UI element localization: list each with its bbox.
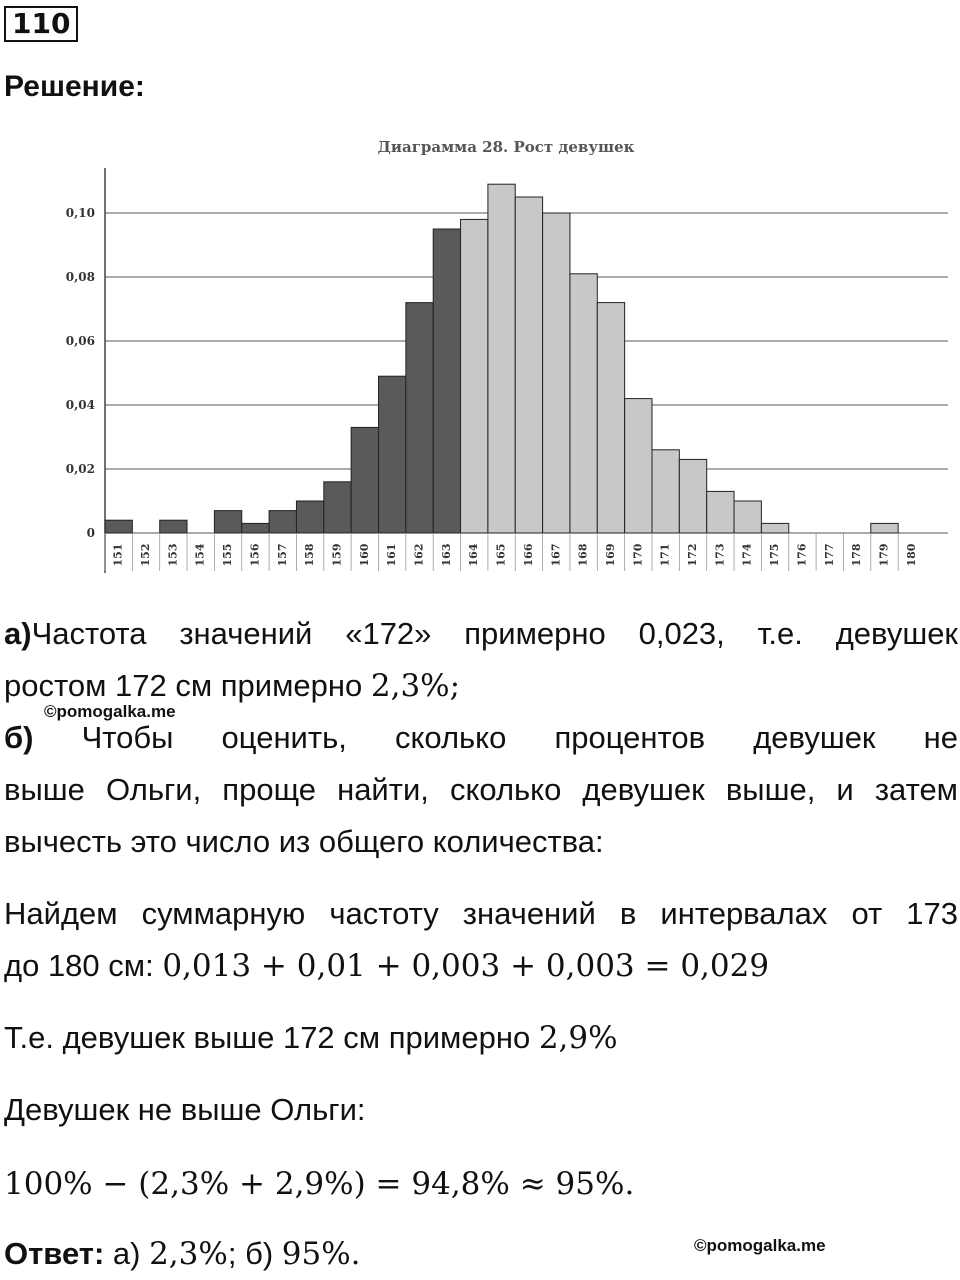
x-tick-label: 162	[413, 544, 426, 567]
x-tick-label: 168	[577, 543, 590, 566]
final-math-b: 95%.	[281, 1236, 361, 1272]
final-math-a: 2,3%	[149, 1236, 228, 1272]
answer-a-text2: ростом 172 см примерно	[4, 668, 371, 703]
answer-a-line1: а)Частота значений «172» примерно 0,023,…	[4, 608, 958, 660]
x-tick-label: 176	[795, 543, 808, 566]
bar-156	[241, 522, 270, 534]
sum-math: 0,013 + 0,01 + 0,003 + 0,003 = 0,029	[162, 948, 770, 984]
answer-b-line1: б) Чтобы оценить, сколько процентов деву…	[4, 712, 958, 764]
chart-y-ticks: 0 0,02 0,04 0,06 0,08 0,10	[66, 206, 95, 540]
bar-179	[870, 522, 899, 534]
bar-171	[651, 449, 680, 534]
final-text-a: а)	[104, 1236, 150, 1271]
x-tick-label: 159	[330, 544, 343, 567]
x-tick-label: 177	[823, 544, 836, 567]
y-tick-label: 0,06	[66, 334, 95, 348]
above-172-math: 2,9%	[538, 1020, 618, 1056]
x-tick-label: 166	[522, 543, 535, 566]
watermark-bottom: ©pomogalka.me	[694, 1236, 826, 1255]
answer-b-line2: выше Ольги, проще найти, сколько девушек…	[4, 772, 958, 807]
x-tick-label: 170	[631, 543, 644, 566]
x-tick-label: 154	[194, 543, 207, 566]
above-172-text: Т.е. девушек выше 172 см примерно	[4, 1020, 539, 1055]
x-tick-label: 152	[139, 544, 152, 567]
answer-b-text1: Чтобы оценить, сколько процентов девушек…	[81, 720, 958, 755]
answer-a-label: а)	[4, 616, 32, 651]
height-histogram-chart: Диаграмма 28. Рост девушек 0 0,02 0,04 0,06…	[66, 138, 948, 573]
x-tick-label: 164	[467, 543, 480, 566]
chart-x-ticks: 151 152 153 154 155 156 157 158 159 160 161 162 163 1…	[104, 533, 918, 571]
result-formula: 100% − (2,3% + 2,9%) = 94,8% ≈ 95%.	[4, 1166, 635, 1202]
bar-161	[378, 375, 407, 534]
chart-bars	[104, 183, 899, 534]
x-tick-label: 180	[905, 543, 918, 566]
problem-number: 110	[4, 6, 79, 42]
y-tick-label: 0,02	[66, 462, 95, 476]
bar-159	[323, 481, 352, 534]
x-tick-label: 171	[659, 544, 672, 567]
answer-b-line3: вычесть это число из общего количества:	[4, 824, 604, 859]
x-tick-label: 158	[303, 543, 316, 566]
final-sep: ; б)	[227, 1236, 282, 1271]
bar-172	[678, 458, 708, 534]
y-tick-label: 0,10	[66, 206, 95, 220]
x-tick-label: 165	[495, 544, 508, 567]
x-tick-label: 179	[877, 544, 890, 567]
sum-text2: до 180 см:	[4, 948, 163, 983]
x-tick-label: 157	[276, 544, 289, 567]
bar-167	[542, 212, 571, 534]
bar-174	[733, 500, 762, 534]
x-tick-label: 172	[686, 544, 699, 567]
bar-158	[295, 500, 325, 534]
solution-heading: Решение:	[4, 70, 145, 103]
x-tick-label: 175	[768, 544, 781, 567]
answer-b-label: б)	[4, 720, 34, 755]
bar-153	[159, 519, 188, 534]
answer-a-math: 2,3%;	[370, 668, 461, 704]
bar-169	[596, 302, 626, 534]
bar-160	[350, 426, 379, 534]
bar-166	[514, 196, 544, 534]
x-tick-label: 167	[549, 544, 562, 567]
x-tick-label: 155	[221, 544, 234, 567]
x-tick-label: 163	[440, 544, 453, 567]
sum-line2: до 180 см: 0,013 + 0,01 + 0,003 + 0,003 …	[4, 940, 958, 992]
bar-168	[569, 273, 598, 534]
final-answer: Ответ: а) 2,3%; б) 95%.	[4, 1228, 958, 1280]
bar-175	[760, 522, 790, 534]
bar-155	[213, 510, 243, 534]
y-tick-label: 0,04	[66, 398, 95, 412]
x-tick-label: 156	[248, 543, 261, 566]
x-tick-label: 174	[741, 543, 754, 566]
bar-162	[405, 302, 434, 534]
answer-a-text1: Частота значений «172» примерно 0,023, т…	[31, 616, 958, 651]
sum-line1: Найдем суммарную частоту значений в инте…	[4, 896, 958, 931]
x-tick-label: 153	[166, 544, 179, 567]
chart-title: Диаграмма 28. Рост девушек	[378, 138, 635, 156]
x-tick-label: 151	[112, 544, 125, 567]
x-tick-label: 173	[713, 544, 726, 567]
olga-line: Девушек не выше Ольги:	[4, 1092, 366, 1127]
bar-151	[104, 519, 133, 534]
bar-170	[624, 398, 653, 534]
final-answer-label: Ответ:	[4, 1236, 105, 1271]
x-tick-label: 169	[604, 544, 617, 567]
bar-157	[268, 510, 297, 534]
answer-a-line2: ростом 172 см примерно 2,3%;	[4, 660, 958, 712]
y-tick-label: 0	[87, 526, 95, 540]
watermark-top: ©pomogalka.me	[44, 702, 176, 721]
x-tick-label: 160	[358, 543, 371, 566]
above-172-line: Т.е. девушек выше 172 см примерно 2,9%	[4, 1012, 958, 1064]
bar-163	[432, 228, 462, 534]
bar-164	[460, 218, 489, 534]
bar-165	[487, 183, 516, 534]
y-tick-label: 0,08	[66, 270, 95, 284]
x-tick-label: 178	[850, 543, 863, 566]
bar-173	[706, 490, 735, 534]
x-tick-label: 161	[385, 544, 398, 567]
